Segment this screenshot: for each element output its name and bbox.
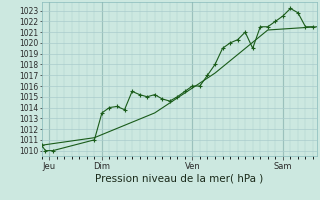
X-axis label: Pression niveau de la mer( hPa ): Pression niveau de la mer( hPa ) <box>95 173 263 183</box>
